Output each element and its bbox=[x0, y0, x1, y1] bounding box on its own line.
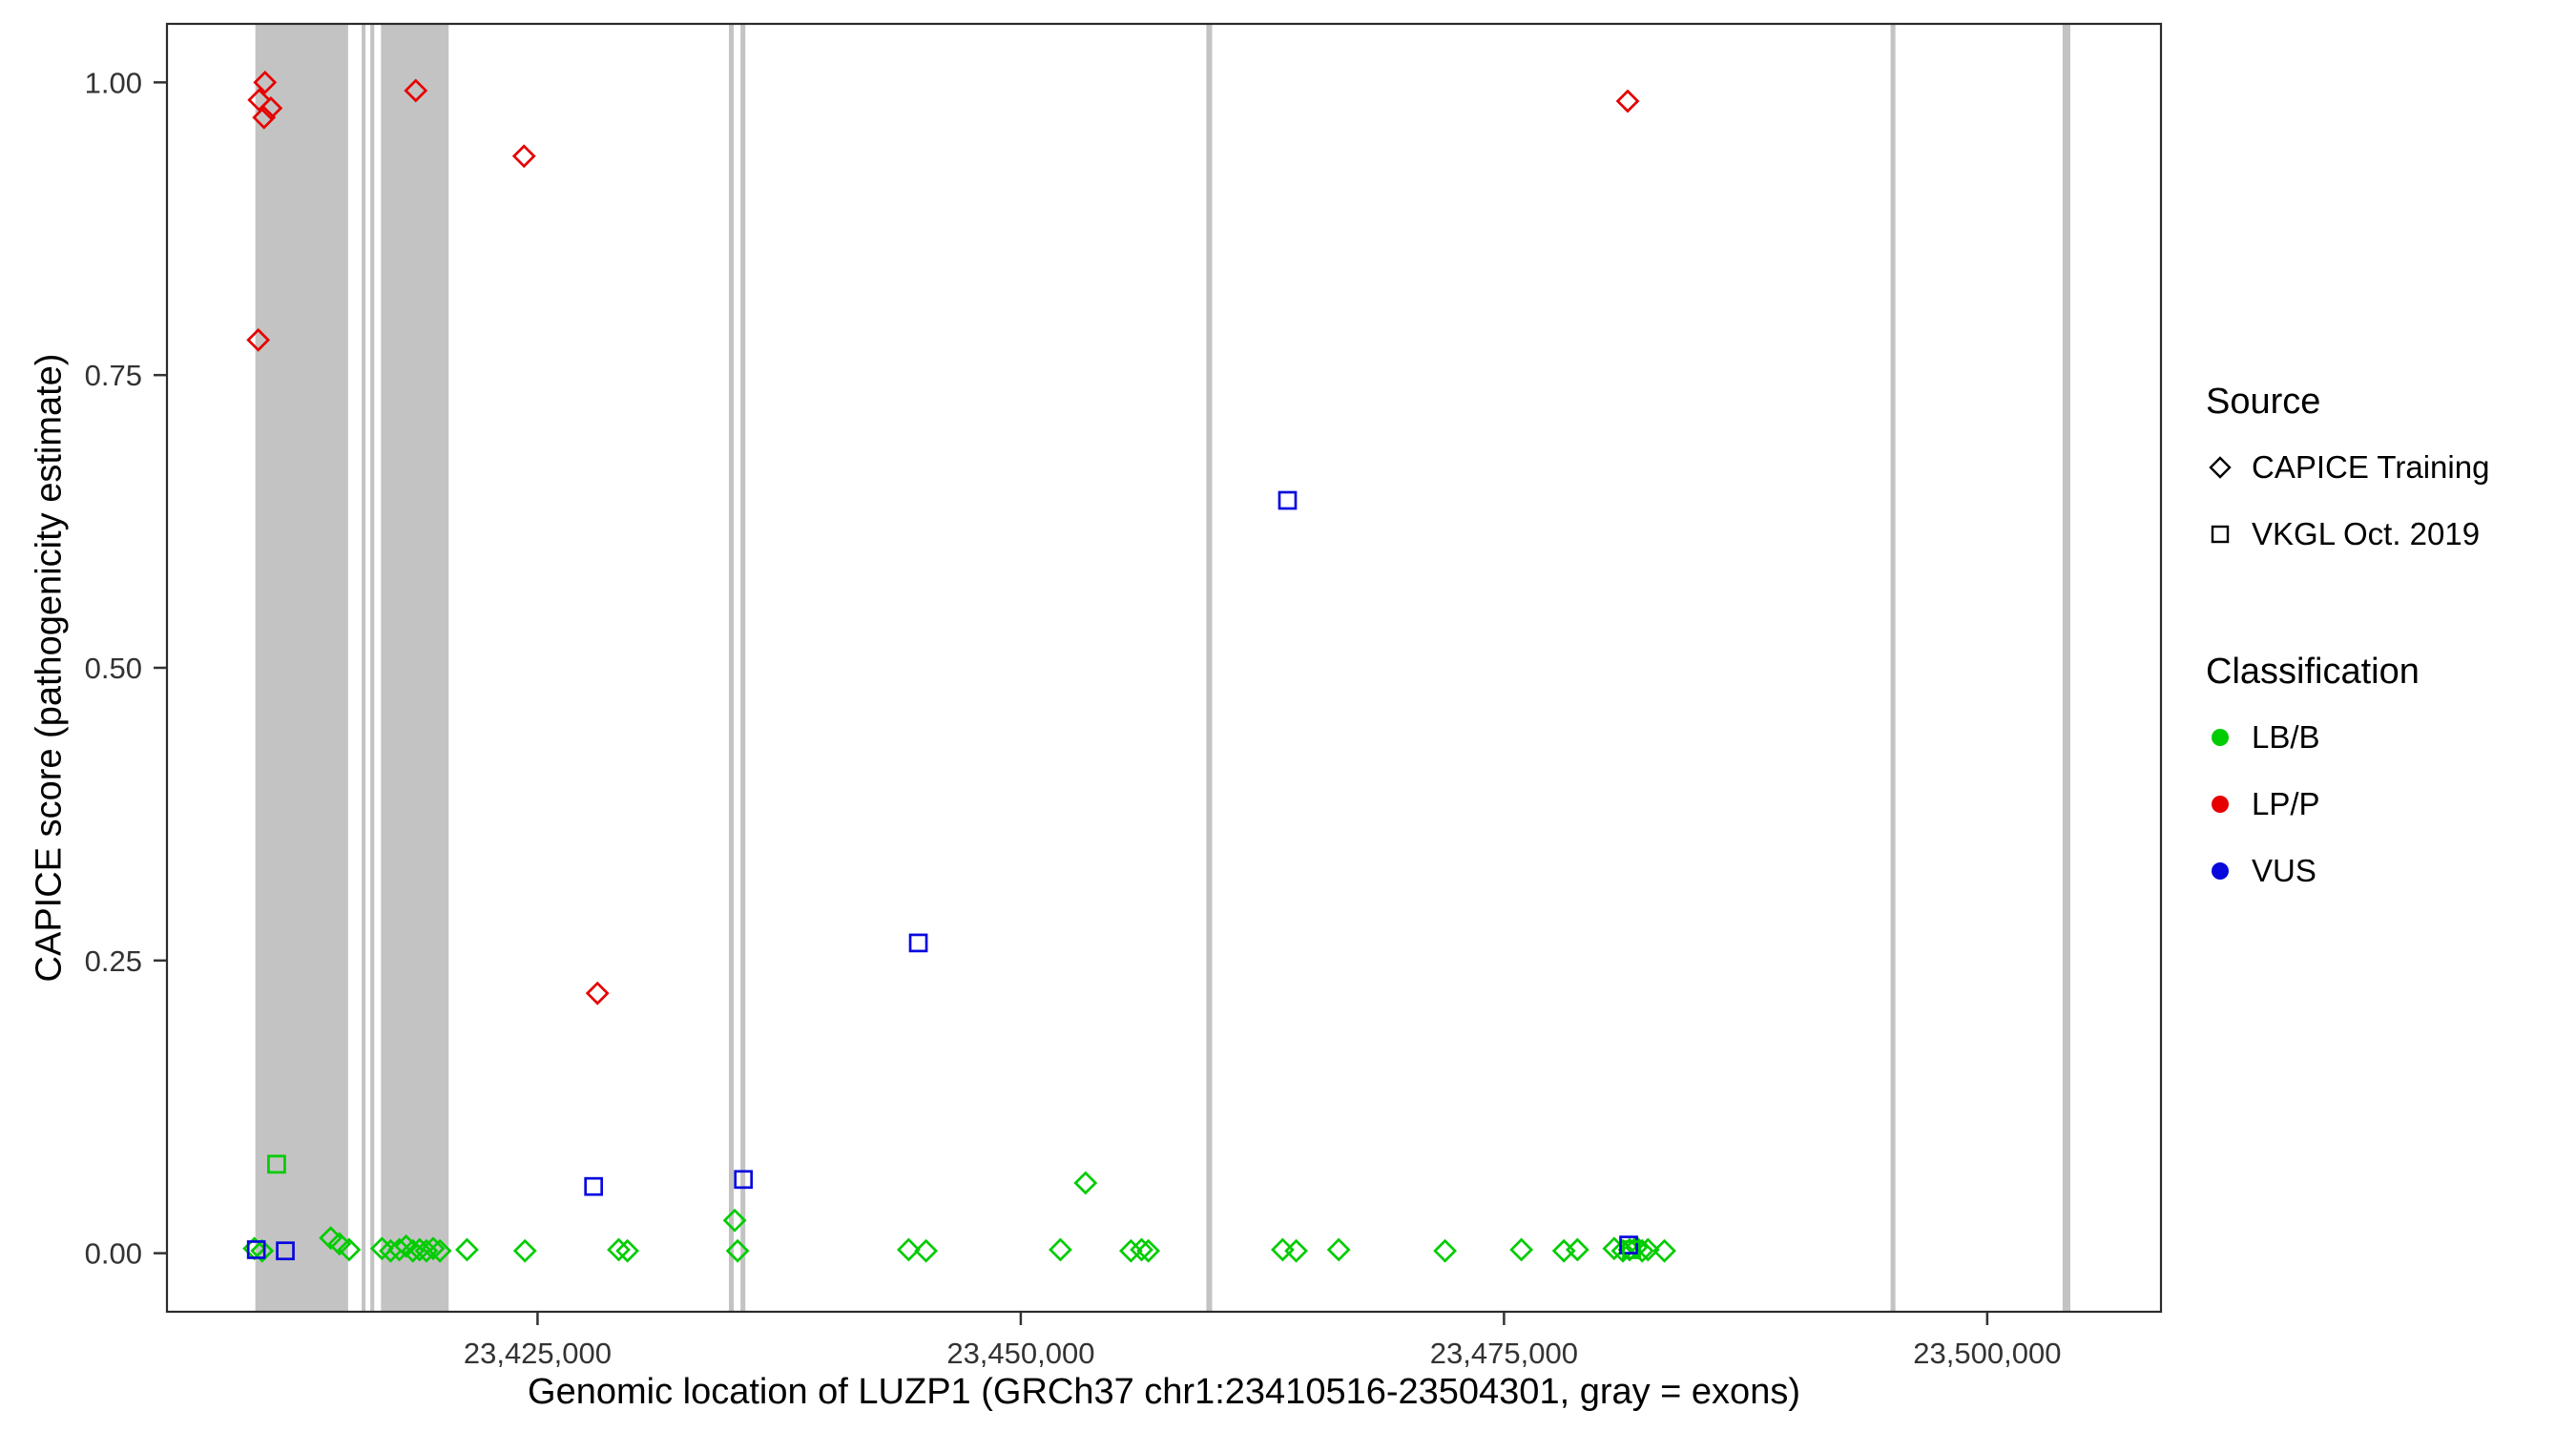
data-point-diamond bbox=[455, 1237, 479, 1262]
legend-source-title: Source bbox=[2206, 382, 2321, 422]
x-tick-label: 23,450,000 bbox=[946, 1337, 1094, 1370]
legend-item-vkgl: VKGL Oct. 2019 bbox=[2206, 516, 2489, 552]
legend-item-label: LB/B bbox=[2252, 719, 2320, 755]
exon-band bbox=[2062, 24, 2070, 1312]
legend-item-vus: VUS bbox=[2206, 853, 2489, 889]
square-marker-icon bbox=[2211, 525, 2230, 544]
panel-border bbox=[165, 22, 2163, 1314]
data-point-diamond bbox=[327, 1232, 352, 1256]
data-point-diamond bbox=[725, 1238, 750, 1263]
data-point-diamond bbox=[259, 95, 283, 120]
red-dot-icon bbox=[2212, 796, 2229, 813]
data-point-diamond bbox=[1284, 1238, 1309, 1263]
legend: Source CAPICE Training VKGL Oct. 2019 Cl… bbox=[2206, 382, 2489, 920]
y-tick-label: 0.25 bbox=[85, 944, 142, 978]
data-point-diamond bbox=[404, 78, 428, 103]
legend-item-capice-training: CAPICE Training bbox=[2206, 449, 2489, 486]
legend-item-lbb: LB/B bbox=[2206, 719, 2489, 756]
data-point-diamond bbox=[1073, 1171, 1098, 1195]
data-point-diamond bbox=[1652, 1238, 1676, 1263]
data-point-diamond bbox=[722, 1208, 747, 1233]
data-point-diamond bbox=[394, 1234, 419, 1258]
y-axis-title: CAPICE score (pathogenicity estimate) bbox=[29, 353, 70, 983]
legend-classification-title: Classification bbox=[2206, 652, 2420, 692]
data-point-square bbox=[267, 1154, 286, 1174]
blue-dot-icon bbox=[2212, 862, 2229, 880]
exon-band bbox=[370, 24, 375, 1312]
data-point-diamond bbox=[1551, 1238, 1576, 1263]
data-point-diamond bbox=[421, 1236, 446, 1261]
data-point-diamond bbox=[1271, 1237, 1295, 1262]
data-point-diamond bbox=[1615, 89, 1640, 114]
y-tick-label: 0.75 bbox=[85, 359, 142, 392]
data-point-diamond bbox=[1130, 1237, 1153, 1262]
data-point-diamond bbox=[896, 1237, 921, 1262]
data-point-diamond bbox=[250, 1238, 275, 1263]
exon-band bbox=[1206, 24, 1213, 1312]
exon-band bbox=[740, 24, 746, 1312]
x-tick-label: 23,500,000 bbox=[1913, 1337, 2061, 1370]
x-tick-label: 23,425,000 bbox=[464, 1337, 612, 1370]
legend-item-label: VKGL Oct. 2019 bbox=[2252, 516, 2481, 551]
data-point-diamond bbox=[247, 88, 272, 113]
y-tick-label: 0.00 bbox=[85, 1237, 142, 1271]
green-dot-icon bbox=[2212, 729, 2229, 746]
x-tick-label: 23,475,000 bbox=[1430, 1337, 1578, 1370]
exon-band bbox=[1890, 24, 1896, 1312]
data-point-diamond bbox=[585, 981, 610, 1006]
data-point-diamond bbox=[253, 70, 278, 94]
data-point-diamond bbox=[1610, 1238, 1635, 1263]
x-axis-title: Genomic location of LUZP1 (GRCh37 chr1:2… bbox=[528, 1372, 1800, 1412]
exon-band bbox=[255, 24, 348, 1312]
data-point-square bbox=[908, 933, 928, 953]
data-point-diamond bbox=[1565, 1237, 1589, 1262]
data-point-square bbox=[1622, 1240, 1641, 1259]
data-point-square bbox=[734, 1170, 754, 1190]
exon-band bbox=[362, 24, 366, 1312]
data-point-diamond bbox=[1509, 1237, 1534, 1262]
data-point-diamond bbox=[1326, 1237, 1351, 1262]
data-point-square bbox=[246, 1240, 266, 1259]
data-point-diamond bbox=[914, 1238, 939, 1263]
data-point-diamond bbox=[337, 1237, 362, 1262]
y-tick-label: 0.50 bbox=[85, 652, 142, 685]
legend-source-block: Source CAPICE Training VKGL Oct. 2019 bbox=[2206, 382, 2489, 583]
y-tick-label: 1.00 bbox=[85, 66, 142, 99]
legend-item-label: LP/P bbox=[2252, 786, 2320, 821]
exon-band bbox=[728, 24, 735, 1312]
data-point-square bbox=[1619, 1235, 1638, 1255]
data-point-diamond bbox=[512, 1238, 537, 1263]
exon-band bbox=[381, 24, 449, 1312]
data-point-square bbox=[276, 1241, 295, 1261]
data-point-diamond bbox=[369, 1236, 394, 1261]
data-point-diamond bbox=[246, 327, 271, 352]
data-point-diamond bbox=[1433, 1238, 1458, 1263]
data-point-diamond bbox=[252, 105, 277, 130]
data-point-diamond bbox=[615, 1238, 640, 1263]
data-point-diamond bbox=[1635, 1237, 1660, 1262]
data-point-diamond bbox=[1118, 1238, 1143, 1263]
data-point-diamond bbox=[427, 1238, 452, 1263]
data-point-square bbox=[584, 1176, 604, 1196]
data-point-diamond bbox=[1049, 1237, 1072, 1262]
data-point-diamond bbox=[607, 1237, 631, 1262]
legend-item-lpp: LP/P bbox=[2206, 786, 2489, 822]
legend-item-label: CAPICE Training bbox=[2252, 449, 2490, 485]
legend-item-label: VUS bbox=[2252, 853, 2316, 888]
legend-classification-block: Classification LB/B LP/P VUS bbox=[2206, 652, 2489, 920]
data-point-diamond bbox=[511, 144, 536, 169]
data-point-square bbox=[1278, 490, 1298, 510]
diamond-marker-icon bbox=[2209, 456, 2232, 479]
data-point-diamond bbox=[1136, 1238, 1161, 1263]
